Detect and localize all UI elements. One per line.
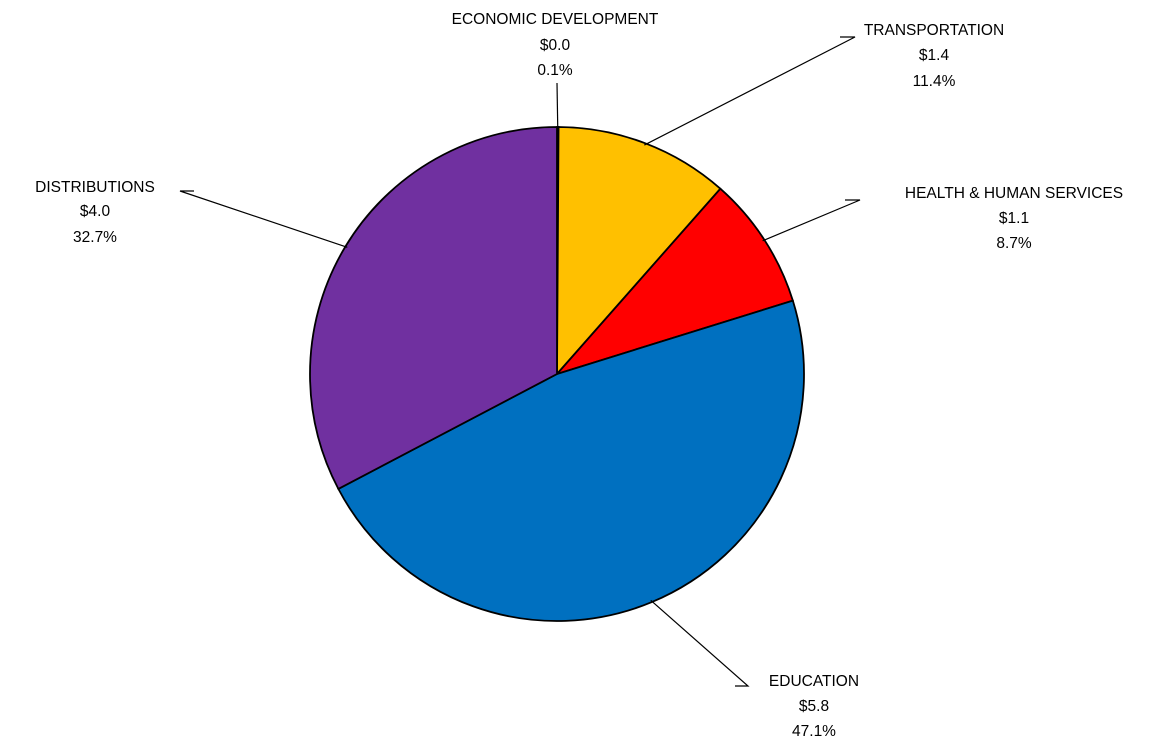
leader-line-economic-development xyxy=(556,82,559,130)
leader-line-health-human-services xyxy=(762,199,861,242)
slice-pct-distributions: 32.7% xyxy=(73,229,117,246)
leader-line-transportation xyxy=(644,36,856,146)
slice-labels: ECONOMIC DEVELOPMENT $0.0 0.1% TRANSPORT… xyxy=(35,11,1123,740)
slice-value-economic-development: $0.0 xyxy=(540,37,571,54)
leader-lines xyxy=(179,36,861,687)
pie-slice-education xyxy=(337,299,805,622)
slice-pct-health-human-services: 8.7% xyxy=(996,235,1032,252)
slice-value-transportation: $1.4 xyxy=(919,47,950,64)
slice-pct-economic-development: 0.1% xyxy=(537,62,573,79)
pie-slices xyxy=(309,126,805,622)
slice-label-health-human-services: HEALTH & HUMAN SERVICES xyxy=(905,185,1123,202)
slice-label-transportation: TRANSPORTATION xyxy=(864,22,1004,39)
pie-slice-transportation xyxy=(556,126,722,377)
slice-value-education: $5.8 xyxy=(799,698,829,715)
leader-line-distributions xyxy=(179,190,348,248)
slice-pct-education: 47.1% xyxy=(792,723,836,740)
slice-label-economic-development: ECONOMIC DEVELOPMENT xyxy=(452,11,659,28)
slice-pct-transportation: 11.4% xyxy=(913,73,956,90)
slice-value-distributions: $4.0 xyxy=(80,203,111,220)
slice-value-health-human-services: $1.1 xyxy=(999,210,1029,227)
slice-label-education: EDUCATION xyxy=(769,673,859,690)
slice-label-distributions: DISTRIBUTIONS xyxy=(35,179,155,196)
leader-line-education xyxy=(650,599,750,687)
